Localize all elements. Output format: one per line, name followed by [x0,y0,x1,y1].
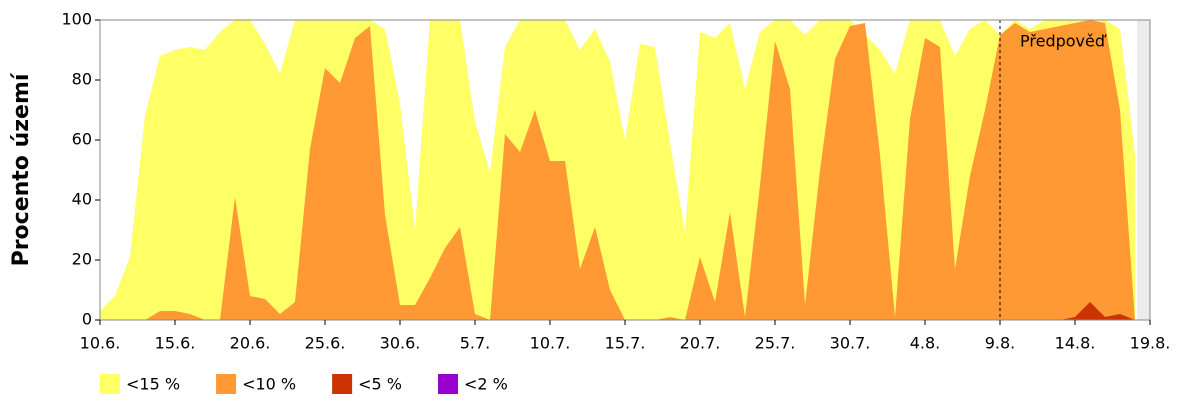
y-tick-label: 80 [72,70,92,89]
y-tick-label: 100 [61,10,92,29]
x-tick-label: 15.6. [155,334,196,353]
y-tick-label: 60 [72,130,92,149]
annotation: Předpověď [1020,32,1107,51]
x-tick-label: 30.6. [380,334,421,353]
y-tick-label: 20 [72,250,92,269]
x-tick-label: 5.7. [460,334,491,353]
legend-label: <5 % [358,375,402,394]
x-tick-label: 20.6. [230,334,271,353]
x-tick-label: 15.7. [605,334,646,353]
area [100,20,1135,320]
legend-swatch [332,374,353,394]
x-tick-label: 19.8. [1130,334,1171,353]
x-tick-label: 14.8. [1055,334,1096,353]
legend-swatch [100,374,120,394]
x-tick-label: 25.7. [755,334,796,353]
legend-swatch [216,374,237,394]
x-tick-label: 20.7. [680,334,721,353]
x-tick-label: 25.6. [305,334,346,353]
x-tick-label: 10.7. [530,334,571,353]
y-tick-label: 0 [82,310,92,329]
x-tick-label: 9.8. [985,334,1016,353]
legend-label: <10 % [242,375,296,394]
x-tick-label: 4.8. [910,334,941,353]
legend-swatch [438,374,458,394]
no-data-region [1137,20,1150,320]
x-tick-label: 30.7. [830,334,871,353]
x-tick-label: 10.6. [80,334,121,353]
legend-label: <2 % [464,375,508,394]
y-axis-label: Procento území [9,72,34,266]
legend-label: <15 % [126,375,180,394]
y-tick-label: 40 [72,190,92,209]
